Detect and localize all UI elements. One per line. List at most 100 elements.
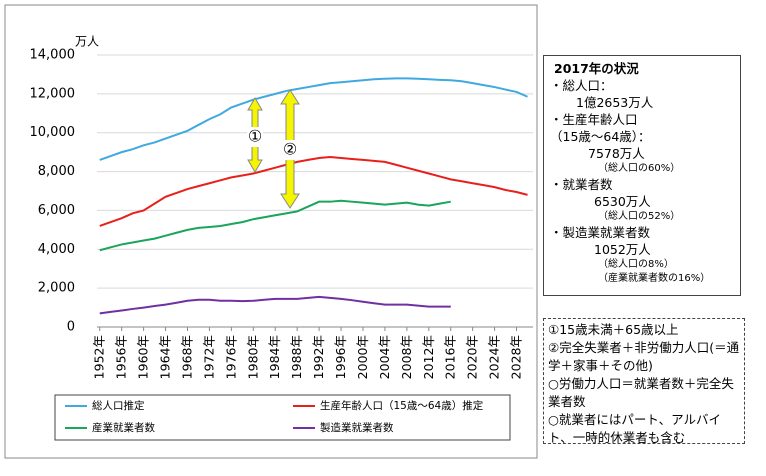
note-line: ①15歳未満＋65歳以上 xyxy=(548,322,679,337)
x-tick-label: 1972年 xyxy=(201,335,216,379)
series-line xyxy=(99,295,451,315)
label-bg xyxy=(281,140,299,160)
chart-frame xyxy=(4,4,538,459)
notes-box: ①15歳未満＋65歳以上 ②完全失業者＋非労働力人口(＝通学＋家事＋その他) ○労働… xyxy=(543,318,745,445)
legend-label: 総人口推定 xyxy=(92,399,145,412)
x-tick-label: 2028年 xyxy=(508,335,523,379)
legend-label: 製造業就業者数 xyxy=(320,421,394,434)
year-suffix: 年 xyxy=(398,335,413,348)
legend-label: 産業就業者数 xyxy=(92,421,155,434)
year-suffix: 年 xyxy=(464,335,479,348)
legend-box xyxy=(54,394,511,441)
x-tick-label: 1968年 xyxy=(179,335,194,379)
x-tick-label: 1976年 xyxy=(223,335,238,379)
annotations: ① ② xyxy=(247,89,300,209)
status-line: 1億2653万人 xyxy=(576,95,654,110)
status-line: ・総人口： xyxy=(550,78,613,93)
label-bg xyxy=(247,127,263,147)
status-box: 2017年の状況 ・総人口： 1億2653万人・生産年齢人口 （15歳～64歳）： 7… xyxy=(543,55,741,296)
x-tick-label: 1984年 xyxy=(267,335,282,379)
x-tick-label: 1980年 xyxy=(245,335,260,379)
year: 2016 xyxy=(442,347,457,379)
status-line: ・生産年齢人口 xyxy=(550,112,638,127)
year: 1996 xyxy=(333,347,348,379)
year: 1964 xyxy=(157,347,172,379)
x-tick-label: 1996年 xyxy=(333,335,348,379)
year-suffix: 年 xyxy=(486,335,501,348)
x-tick-label: 1956年 xyxy=(113,335,128,379)
status-line: ・製造業就業者数 xyxy=(550,225,651,240)
x-tick-label: 1960年 xyxy=(135,335,150,379)
note-line: ○労働力人口＝就業者数＋完全失業者数 xyxy=(548,376,734,409)
status-line: （総人口の60%） xyxy=(598,163,681,174)
year: 2008 xyxy=(398,347,413,379)
series-line xyxy=(99,77,528,161)
status-line: （総人口の52%） xyxy=(598,211,681,222)
year: 1992 xyxy=(311,348,326,380)
status-line: 1052万人 xyxy=(594,242,651,257)
year-suffix: 年 xyxy=(311,335,326,348)
x-tick-label: 1952年 xyxy=(91,335,106,379)
y-tick-label: 2,000 xyxy=(38,281,75,296)
year-suffix: 年 xyxy=(157,335,172,348)
year-suffix: 年 xyxy=(289,335,304,348)
status-line: 7578万人 xyxy=(588,146,645,161)
y-tick-label: 0 xyxy=(67,320,75,335)
x-tick-label: 2012年 xyxy=(420,335,435,379)
series-line xyxy=(99,199,451,252)
year-suffix: 年 xyxy=(91,335,106,348)
year: 2012 xyxy=(420,348,435,380)
note-line: ○就業者にはパート、アルバイト、一時的休業者も含む xyxy=(548,412,722,445)
year-suffix: 年 xyxy=(508,335,523,348)
year: 1960 xyxy=(135,347,150,379)
year-suffix: 年 xyxy=(333,335,348,348)
y-tick-label: 12,000 xyxy=(30,86,76,101)
status-line: （15歳～64歳）： xyxy=(550,129,651,144)
year-suffix: 年 xyxy=(179,335,194,348)
year: 2004 xyxy=(376,347,391,379)
y-tick-label: 14,000 xyxy=(30,48,76,63)
year: 1984 xyxy=(267,347,282,379)
x-tick-label: 2008年 xyxy=(398,335,413,379)
status-line: （産業就業者数の16%） xyxy=(598,273,711,284)
year: 1972 xyxy=(201,348,216,380)
status-line: ・就業者数 xyxy=(550,177,613,192)
status-title: 2017年の状況 xyxy=(554,61,639,76)
year: 1952 xyxy=(91,348,106,380)
series-line xyxy=(99,155,528,227)
year-suffix: 年 xyxy=(135,335,150,348)
y-tick-label: 10,000 xyxy=(30,125,76,140)
x-tick-label: 2016年 xyxy=(442,335,457,379)
year-suffix: 年 xyxy=(267,335,282,348)
year: 2020 xyxy=(464,347,479,379)
x-tick-label: 2004年 xyxy=(376,335,391,379)
year-suffix: 年 xyxy=(113,335,128,348)
status-line: 6530万人 xyxy=(594,194,651,209)
x-tick-label: 1964年 xyxy=(157,335,172,379)
year-suffix: 年 xyxy=(245,335,260,348)
year-suffix: 年 xyxy=(201,335,216,348)
legend-label: 生産年齢人口（15歳～64歳）推定 xyxy=(320,399,484,412)
year: 2028 xyxy=(508,347,523,379)
note-line: ②完全失業者＋非労働力人口(＝通学＋家事＋その他) xyxy=(548,340,740,373)
annotation: ① xyxy=(248,127,262,146)
year: 2024 xyxy=(486,347,501,379)
y-tick-label: 4,000 xyxy=(38,242,75,257)
y-tick-label: 8,000 xyxy=(38,164,75,179)
x-tick-label: 2024年 xyxy=(486,335,501,379)
year-suffix: 年 xyxy=(376,335,391,348)
year-suffix: 年 xyxy=(420,335,435,348)
year-suffix: 年 xyxy=(442,335,457,348)
y-tick-label: 6,000 xyxy=(38,203,75,218)
annotation: ② xyxy=(283,140,297,159)
year: 1988 xyxy=(289,347,304,379)
status-line: （総人口の8%） xyxy=(598,259,674,270)
year: 1956 xyxy=(113,347,128,379)
year: 1976 xyxy=(223,347,238,379)
x-tick-label: 1988年 xyxy=(289,335,304,379)
year-suffix: 年 xyxy=(223,335,238,348)
year: 1980 xyxy=(245,347,260,379)
x-tick-label: 2000年 xyxy=(354,335,369,379)
x-tick-label: 2020年 xyxy=(464,335,479,379)
